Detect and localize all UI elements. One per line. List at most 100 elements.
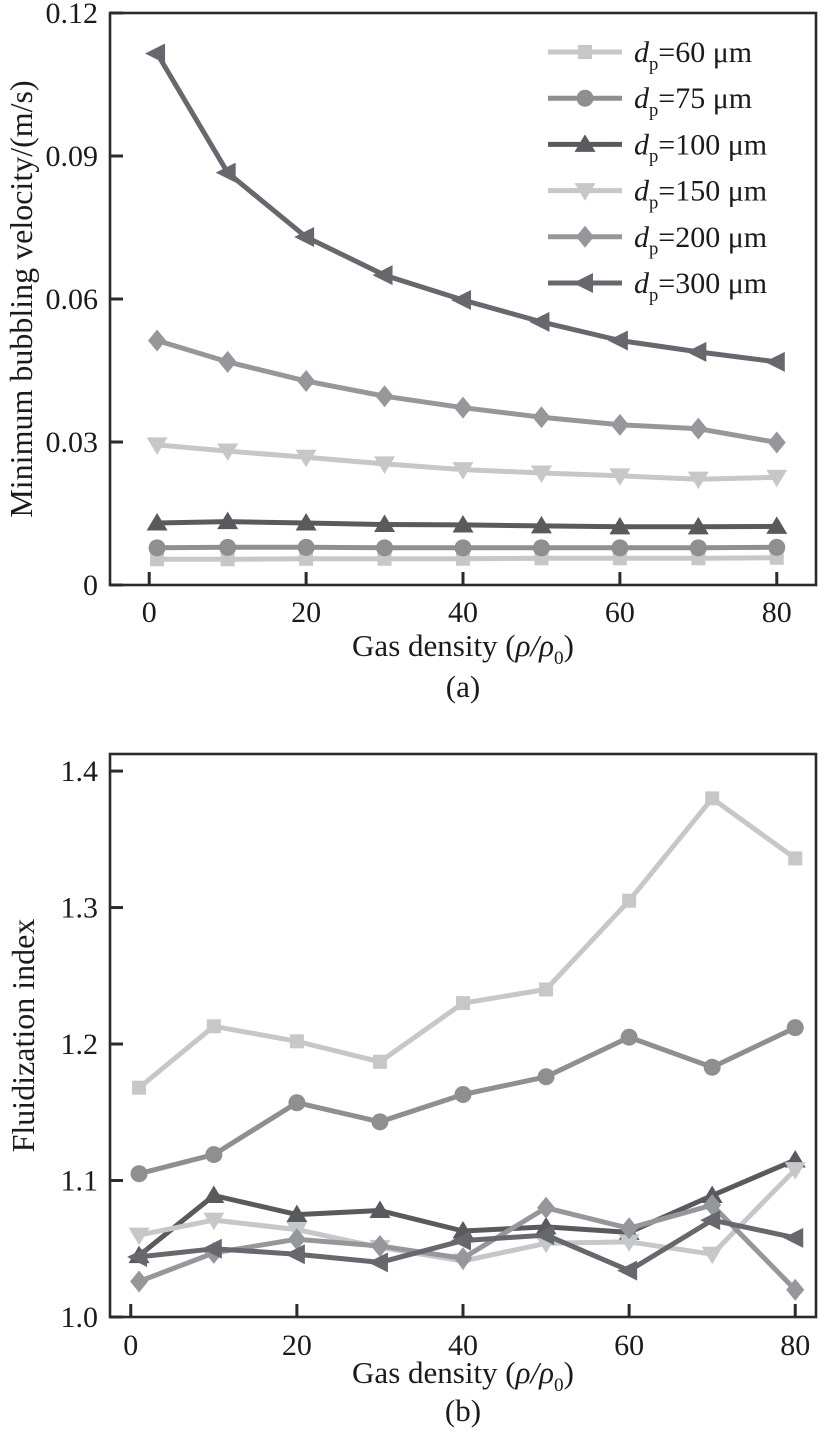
triangle-up-marker — [217, 511, 239, 530]
x-axis-title: Gas density (ρ/ρ0) — [352, 628, 574, 669]
triangle-left-marker — [372, 265, 393, 286]
y-axis-title: Fluidization index — [5, 919, 41, 1153]
square-marker — [299, 551, 314, 566]
series-line — [156, 338, 778, 445]
series-dp-100-m — [146, 511, 788, 535]
square-marker — [539, 982, 554, 997]
legend-entry: dp=100 μm — [548, 128, 767, 167]
circle-marker — [148, 539, 166, 557]
triangle-down-marker — [618, 1234, 640, 1252]
diamond-marker — [703, 1194, 722, 1217]
triangle-down-marker — [217, 443, 239, 462]
diamond-marker — [287, 1228, 306, 1251]
square-marker — [289, 1034, 304, 1049]
y-tick-label: 1.3 — [61, 892, 99, 925]
diamond-marker — [454, 396, 472, 419]
triangle-up-marker — [203, 1185, 225, 1204]
square-marker — [150, 552, 165, 567]
triangle-down-marker — [784, 1162, 806, 1180]
circle-marker — [130, 1165, 148, 1183]
legend-label: dp=75 μm — [634, 82, 752, 121]
x-tick-label: 40 — [448, 596, 478, 629]
diamond-marker — [537, 1196, 556, 1219]
triangle-up-legend-marker — [574, 134, 596, 152]
legend-label: dp=150 μm — [634, 175, 767, 214]
triangle-left-marker — [294, 227, 315, 248]
x-axis-title: Gas density (ρ/ρ0) — [352, 1355, 574, 1396]
y-tick-label: 1.4 — [61, 755, 99, 788]
square-legend-marker — [578, 45, 592, 59]
triangle-left-marker — [783, 1227, 804, 1248]
triangle-left-marker — [127, 1246, 148, 1267]
square-marker — [705, 791, 720, 806]
circle-marker — [689, 539, 707, 557]
chart-panel-b: 0 20 40 60 80 1.0 1.1 1.2 1.3 1.4 Gas density (ρ/ρ… — [5, 752, 818, 1428]
diamond-marker — [297, 369, 316, 392]
diamond-marker — [148, 329, 167, 352]
triangle-left-marker — [451, 289, 471, 310]
y-tick-label: 0.12 — [46, 0, 99, 30]
diamond-marker — [532, 406, 551, 429]
triangle-up-marker — [687, 516, 709, 535]
series-dp-75-m — [148, 538, 786, 557]
y-tick-label: 1.0 — [61, 1301, 99, 1334]
series-dp-300-m — [127, 1210, 804, 1281]
triangle-down-marker — [766, 469, 788, 488]
x-tick-label: 0 — [142, 596, 157, 629]
circle-marker — [219, 538, 237, 556]
diamond-legend-marker — [576, 225, 594, 248]
x-tick-label: 80 — [762, 596, 792, 629]
x-tick-label: 60 — [614, 1329, 644, 1362]
diamond-marker — [620, 1217, 639, 1240]
triangle-left-marker — [534, 1225, 555, 1246]
x-tick-label: 80 — [780, 1329, 810, 1362]
triangle-up-marker — [286, 1204, 308, 1223]
series-dp-300-m — [145, 43, 785, 372]
triangle-down-marker — [146, 437, 168, 455]
legend-entry: dp=150 μm — [548, 175, 767, 214]
x-tick-label: 40 — [448, 1329, 478, 1362]
diamond-marker — [218, 350, 237, 373]
triangle-left-marker — [145, 43, 166, 64]
square-marker — [132, 1080, 147, 1095]
triangle-up-marker — [452, 514, 474, 533]
diamond-marker — [610, 413, 629, 436]
triangle-down-marker — [128, 1227, 150, 1246]
triangle-down-marker — [374, 456, 396, 474]
series-dp-75-m — [130, 1019, 804, 1183]
diamond-marker — [454, 1247, 472, 1270]
diamond-marker — [375, 385, 394, 408]
diamond-marker — [130, 1270, 149, 1293]
triangle-up-marker — [530, 515, 552, 534]
diamond-marker — [370, 1235, 389, 1258]
triangle-left-marker — [700, 1210, 721, 1231]
triangle-down-marker — [452, 462, 474, 480]
triangle-up-marker — [374, 514, 396, 532]
triangle-left-marker — [215, 162, 236, 183]
circle-marker — [371, 1113, 389, 1131]
series-line — [137, 795, 797, 1090]
y-tick-label: 1.2 — [61, 1028, 99, 1061]
circle-marker — [611, 539, 629, 557]
y-tick-label: 1.1 — [61, 1165, 99, 1198]
series-dp-200-m — [148, 329, 786, 454]
y-tick-label: 0 — [83, 569, 98, 602]
triangle-left-marker — [367, 1252, 388, 1273]
circle-marker — [376, 539, 394, 557]
x-tick-label: 20 — [282, 1329, 312, 1362]
x-tick-label: 0 — [123, 1329, 138, 1362]
circle-marker — [454, 1086, 472, 1104]
legend-entry: dp=60 μm — [548, 36, 752, 75]
square-marker — [220, 552, 235, 567]
circle-marker — [288, 1094, 306, 1112]
series-dp-60-m — [132, 791, 803, 1095]
legend: dp=60 μm dp=75 μm dp=100 μm dp=150 μm dp=200… — [548, 36, 767, 306]
legend-entry: dp=300 μm — [548, 267, 767, 306]
triangle-down-marker — [295, 449, 317, 468]
subplot-label: (a) — [446, 669, 480, 704]
diamond-marker — [786, 1278, 805, 1301]
triangle-left-marker — [451, 1230, 471, 1251]
triangle-left-legend-marker — [573, 273, 593, 293]
circle-marker — [297, 538, 315, 556]
